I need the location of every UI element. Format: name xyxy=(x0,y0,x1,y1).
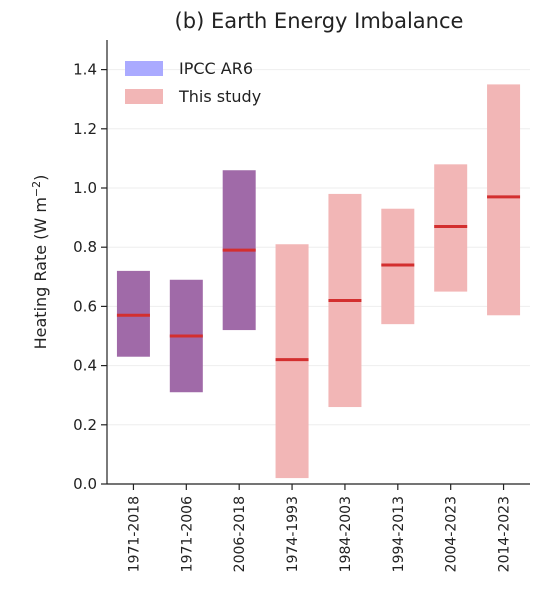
y-tick-label: 1.4 xyxy=(73,61,97,79)
x-tick-label: 2014-2023 xyxy=(497,496,513,572)
y-tick-label: 0.8 xyxy=(73,238,97,256)
legend-label-this-study: This study xyxy=(178,87,261,106)
y-tick-label: 0.0 xyxy=(73,475,97,493)
x-tick-label: 2006-2018 xyxy=(232,496,248,572)
y-tick-label: 1.0 xyxy=(73,179,97,197)
x-tick-label: 1984-2003 xyxy=(338,496,354,572)
y-tick-label: 1.2 xyxy=(73,120,97,138)
y-axis-label-main: Heating Rate (W m xyxy=(31,197,50,349)
y-tick-label: 0.6 xyxy=(73,297,97,315)
y-axis-label-close: ) xyxy=(31,175,50,181)
legend: IPCC AR6 This study xyxy=(125,59,261,106)
y-axis-label-sup: −2 xyxy=(30,181,43,197)
y-tick-label: 0.2 xyxy=(73,416,97,434)
x-tick-label: 1974-1993 xyxy=(285,496,301,572)
chart-title: (b) Earth Energy Imbalance xyxy=(175,9,464,33)
legend-swatch-this-study xyxy=(125,89,163,104)
range-bar xyxy=(487,84,521,316)
legend-swatch-ipcc xyxy=(125,61,163,76)
y-ticks: 0.0 0.2 0.4 0.6 0.8 1.0 1.2 1.4 xyxy=(73,61,107,493)
legend-label-ipcc: IPCC AR6 xyxy=(179,59,253,78)
x-tick-label: 1994-2013 xyxy=(391,496,407,572)
x-ticks: 1971-2018 1971-2006 2006-2018 1974-1993 1984… xyxy=(126,484,513,572)
y-tick-label: 0.4 xyxy=(73,357,97,375)
y-axis-label: Heating Rate (W m−2) xyxy=(30,175,50,350)
bars-layer xyxy=(116,84,521,479)
x-tick-label: 1971-2018 xyxy=(126,496,142,572)
x-tick-label: 2004-2023 xyxy=(444,496,460,572)
x-tick-label: 1971-2006 xyxy=(179,496,195,572)
